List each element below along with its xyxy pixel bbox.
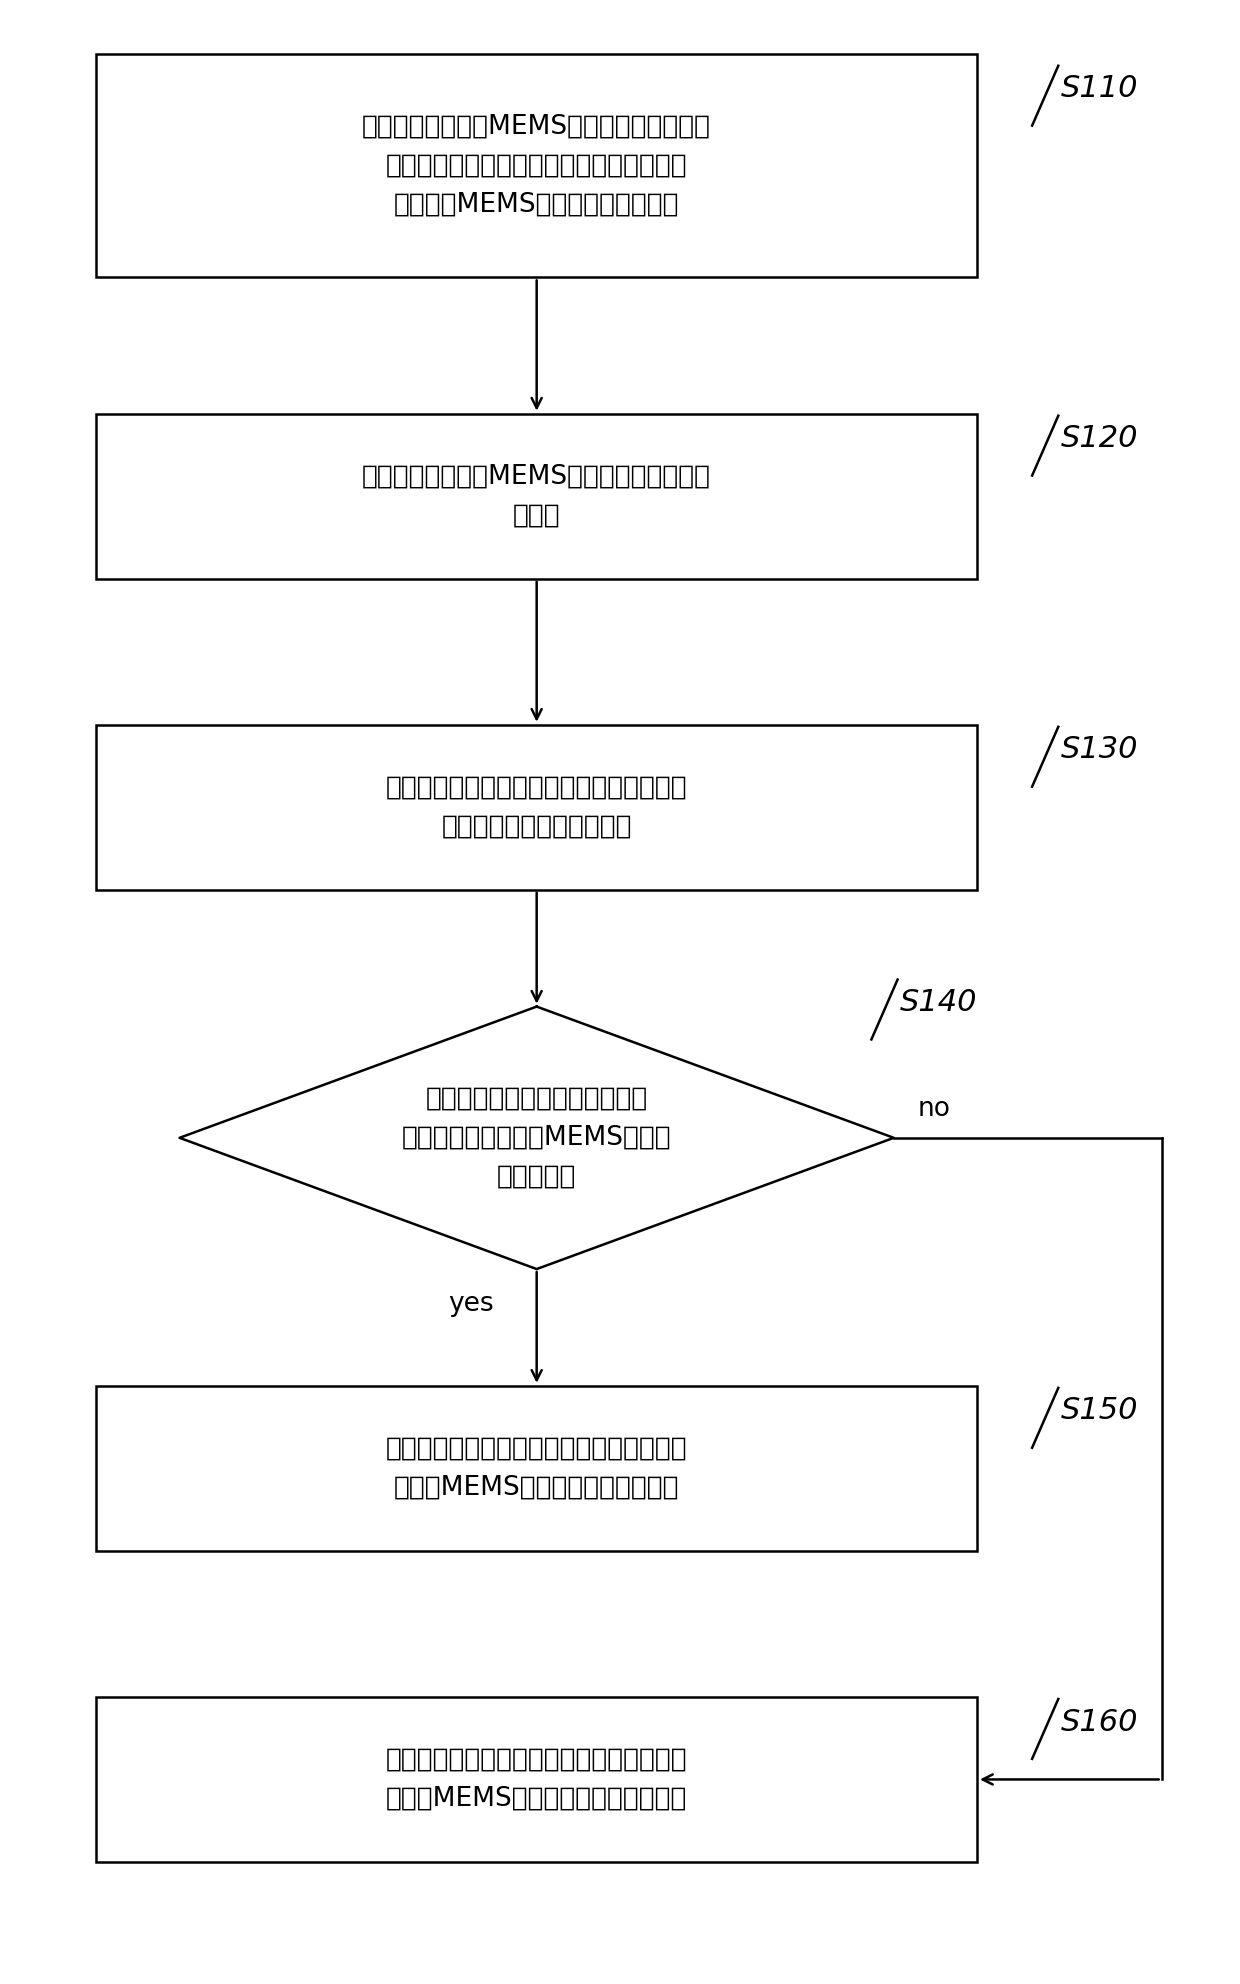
Text: S120: S120 [1060, 425, 1138, 452]
Text: 根据气压模块测试获取的气压变
化值与预设气压判定MEMS麦克风
的焊接质量: 根据气压模块测试获取的气压变 化值与预设气压判定MEMS麦克风 的焊接质量 [402, 1085, 672, 1190]
Text: S150: S150 [1060, 1397, 1138, 1425]
Text: 若气压计测试获取的气压变化值小于预设气
压，则MEMS麦克风的焊接质量不合格: 若气压计测试获取的气压变化值小于预设气 压，则MEMS麦克风的焊接质量不合格 [386, 1748, 687, 1811]
Bar [97, 1385, 977, 1551]
Text: yes: yes [449, 1292, 494, 1317]
Text: 若气压计测试获取的气压变化值大于预设气
压，则MEMS麦克风的焊接质量合格: 若气压计测试获取的气压变化值大于预设气 压，则MEMS麦克风的焊接质量合格 [386, 1436, 687, 1500]
Text: S160: S160 [1060, 1708, 1138, 1736]
Bar [97, 413, 977, 579]
Text: S110: S110 [1060, 73, 1138, 103]
Polygon shape [180, 1006, 894, 1270]
Text: S140: S140 [900, 988, 977, 1018]
Text: S130: S130 [1060, 736, 1138, 764]
Text: no: no [918, 1095, 951, 1121]
Text: 气密工装用于压缩MEMS麦克风的封装结构内
的气体: 气密工装用于压缩MEMS麦克风的封装结构内 的气体 [362, 464, 712, 528]
Text: 通过设置在封装结构内的气压模块测试封装
结构内压缩过的气体的气压: 通过设置在封装结构内的气压模块测试封装 结构内压缩过的气体的气压 [386, 776, 687, 839]
Bar [97, 1696, 977, 1863]
Bar [97, 54, 977, 278]
Bar [97, 724, 977, 891]
Text: 将气密工装固定在MEMS麦克风上，其中，气
密工装包括活塞、以及与活塞相连接的推杆
，活塞与MEMS麦克风的声孔相对应: 将气密工装固定在MEMS麦克风上，其中，气 密工装包括活塞、以及与活塞相连接的推… [362, 113, 712, 218]
